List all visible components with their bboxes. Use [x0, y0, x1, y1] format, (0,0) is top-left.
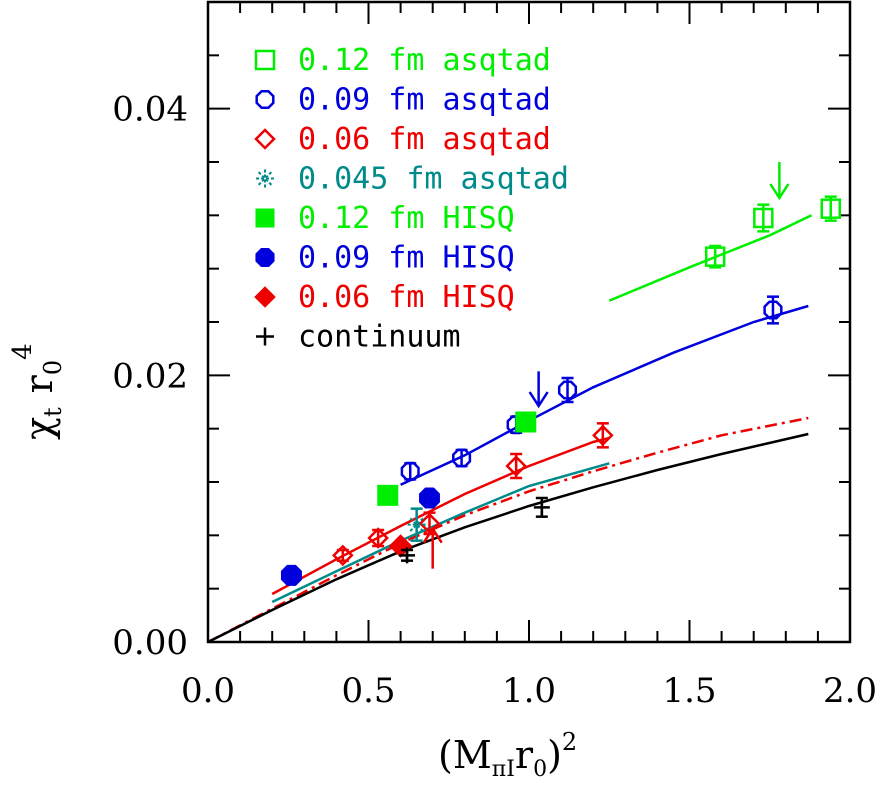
data-points [280, 195, 841, 586]
marker [515, 411, 537, 433]
data-point [515, 411, 537, 433]
fit-curve [400, 304, 809, 486]
tick-labels: 0.0 0.5 1.0 1.5 2.0 0.00 0.02 0.04 [112, 90, 877, 711]
legend-label: 0.09 fm HISQ [298, 241, 515, 276]
data-point [533, 496, 550, 518]
fit-curve [207, 432, 809, 644]
data-point [452, 448, 472, 468]
legend-item: 0.045 fm asqtad [256, 162, 569, 197]
marker [704, 246, 726, 267]
marker [367, 527, 389, 549]
legend-label: continuum [298, 320, 461, 355]
legend-label: 0.045 fm asqtad [298, 162, 569, 197]
data-point [763, 295, 783, 325]
series-0-045-fm-asqtad [407, 507, 426, 542]
marker [254, 128, 276, 150]
arrow [528, 371, 549, 409]
data-point [753, 203, 774, 233]
data-point [332, 544, 354, 567]
x-tick-label: 1.0 [502, 671, 556, 711]
legend-item: 0.09 fm HISQ [255, 241, 515, 276]
legend-item: 0.12 fm HISQ [255, 201, 515, 236]
marker [254, 49, 276, 71]
series-0-06-fm-asqtad [332, 422, 614, 567]
marker [254, 286, 276, 308]
marker [255, 89, 275, 110]
arrow-head [769, 183, 790, 201]
legend: 0.12 fm asqtad 0.09 fm asqtad 0.06 fm asqt… [254, 43, 569, 355]
x-tick-label: 1.5 [662, 671, 716, 711]
fit-curve [608, 214, 813, 302]
marker [820, 198, 841, 219]
data-point [505, 452, 527, 480]
arrows [422, 162, 790, 569]
data-point [592, 422, 614, 449]
marker [409, 517, 424, 532]
legend-label: 0.12 fm asqtad [298, 43, 551, 78]
marker [753, 207, 774, 229]
legend-item: 0.06 fm asqtad [254, 122, 551, 157]
marker [257, 171, 273, 186]
tick-marks [207, 0, 851, 643]
y-tick-label: 0.04 [112, 90, 188, 130]
x-tick-label: 0.0 [181, 671, 235, 711]
marker [400, 461, 420, 481]
series-0-12-fm-asqtad [704, 195, 841, 269]
marker [377, 484, 399, 506]
marker [452, 448, 472, 468]
y-tick-label: 0.00 [112, 623, 188, 663]
series-0-09-fm-hisq [280, 487, 440, 586]
arrow-head [528, 391, 549, 409]
legend-label: 0.12 fm HISQ [298, 201, 515, 236]
x-tick-label: 2.0 [823, 671, 877, 711]
y-axis-label: χtr04 [8, 343, 67, 440]
y-tick-label: 0.02 [112, 356, 188, 396]
data-point [377, 484, 399, 506]
series-0-12-fm-hisq [377, 411, 537, 506]
data-point [367, 527, 389, 549]
marker [763, 300, 783, 320]
marker [419, 487, 440, 509]
legend-item: 0.06 fm HISQ [254, 280, 515, 315]
arrow-head [422, 526, 443, 544]
legend-item: 0.09 fm asqtad [255, 83, 551, 118]
fit-curve [207, 416, 809, 644]
legend-label: 0.06 fm HISQ [298, 280, 515, 315]
marker [280, 564, 302, 586]
marker [257, 171, 273, 186]
arrow [422, 526, 443, 569]
series-continuum [399, 496, 550, 564]
marker [505, 455, 527, 477]
x-tick-label: 0.5 [341, 671, 395, 711]
data-point [399, 547, 416, 564]
marker [255, 208, 275, 228]
legend-item: continuum [256, 320, 461, 355]
legend-label: 0.06 fm asqtad [298, 122, 551, 157]
x-axis-label: (MπIr0)2 [438, 728, 577, 782]
marker [592, 424, 614, 447]
data-point [557, 376, 578, 404]
data-point [280, 564, 302, 586]
marker [557, 380, 578, 400]
marker [332, 544, 354, 567]
data-point [400, 461, 420, 481]
data-point [704, 244, 726, 269]
data-point [419, 487, 440, 509]
fit-curve [271, 436, 610, 596]
marker [409, 517, 424, 532]
marker [255, 247, 275, 268]
legend-label: 0.09 fm asqtad [298, 83, 551, 118]
arrow [769, 162, 790, 201]
data-point [407, 507, 426, 542]
data-point [820, 195, 841, 222]
legend-item: 0.12 fm asqtad [254, 43, 551, 78]
plot-frame [206, 0, 852, 644]
